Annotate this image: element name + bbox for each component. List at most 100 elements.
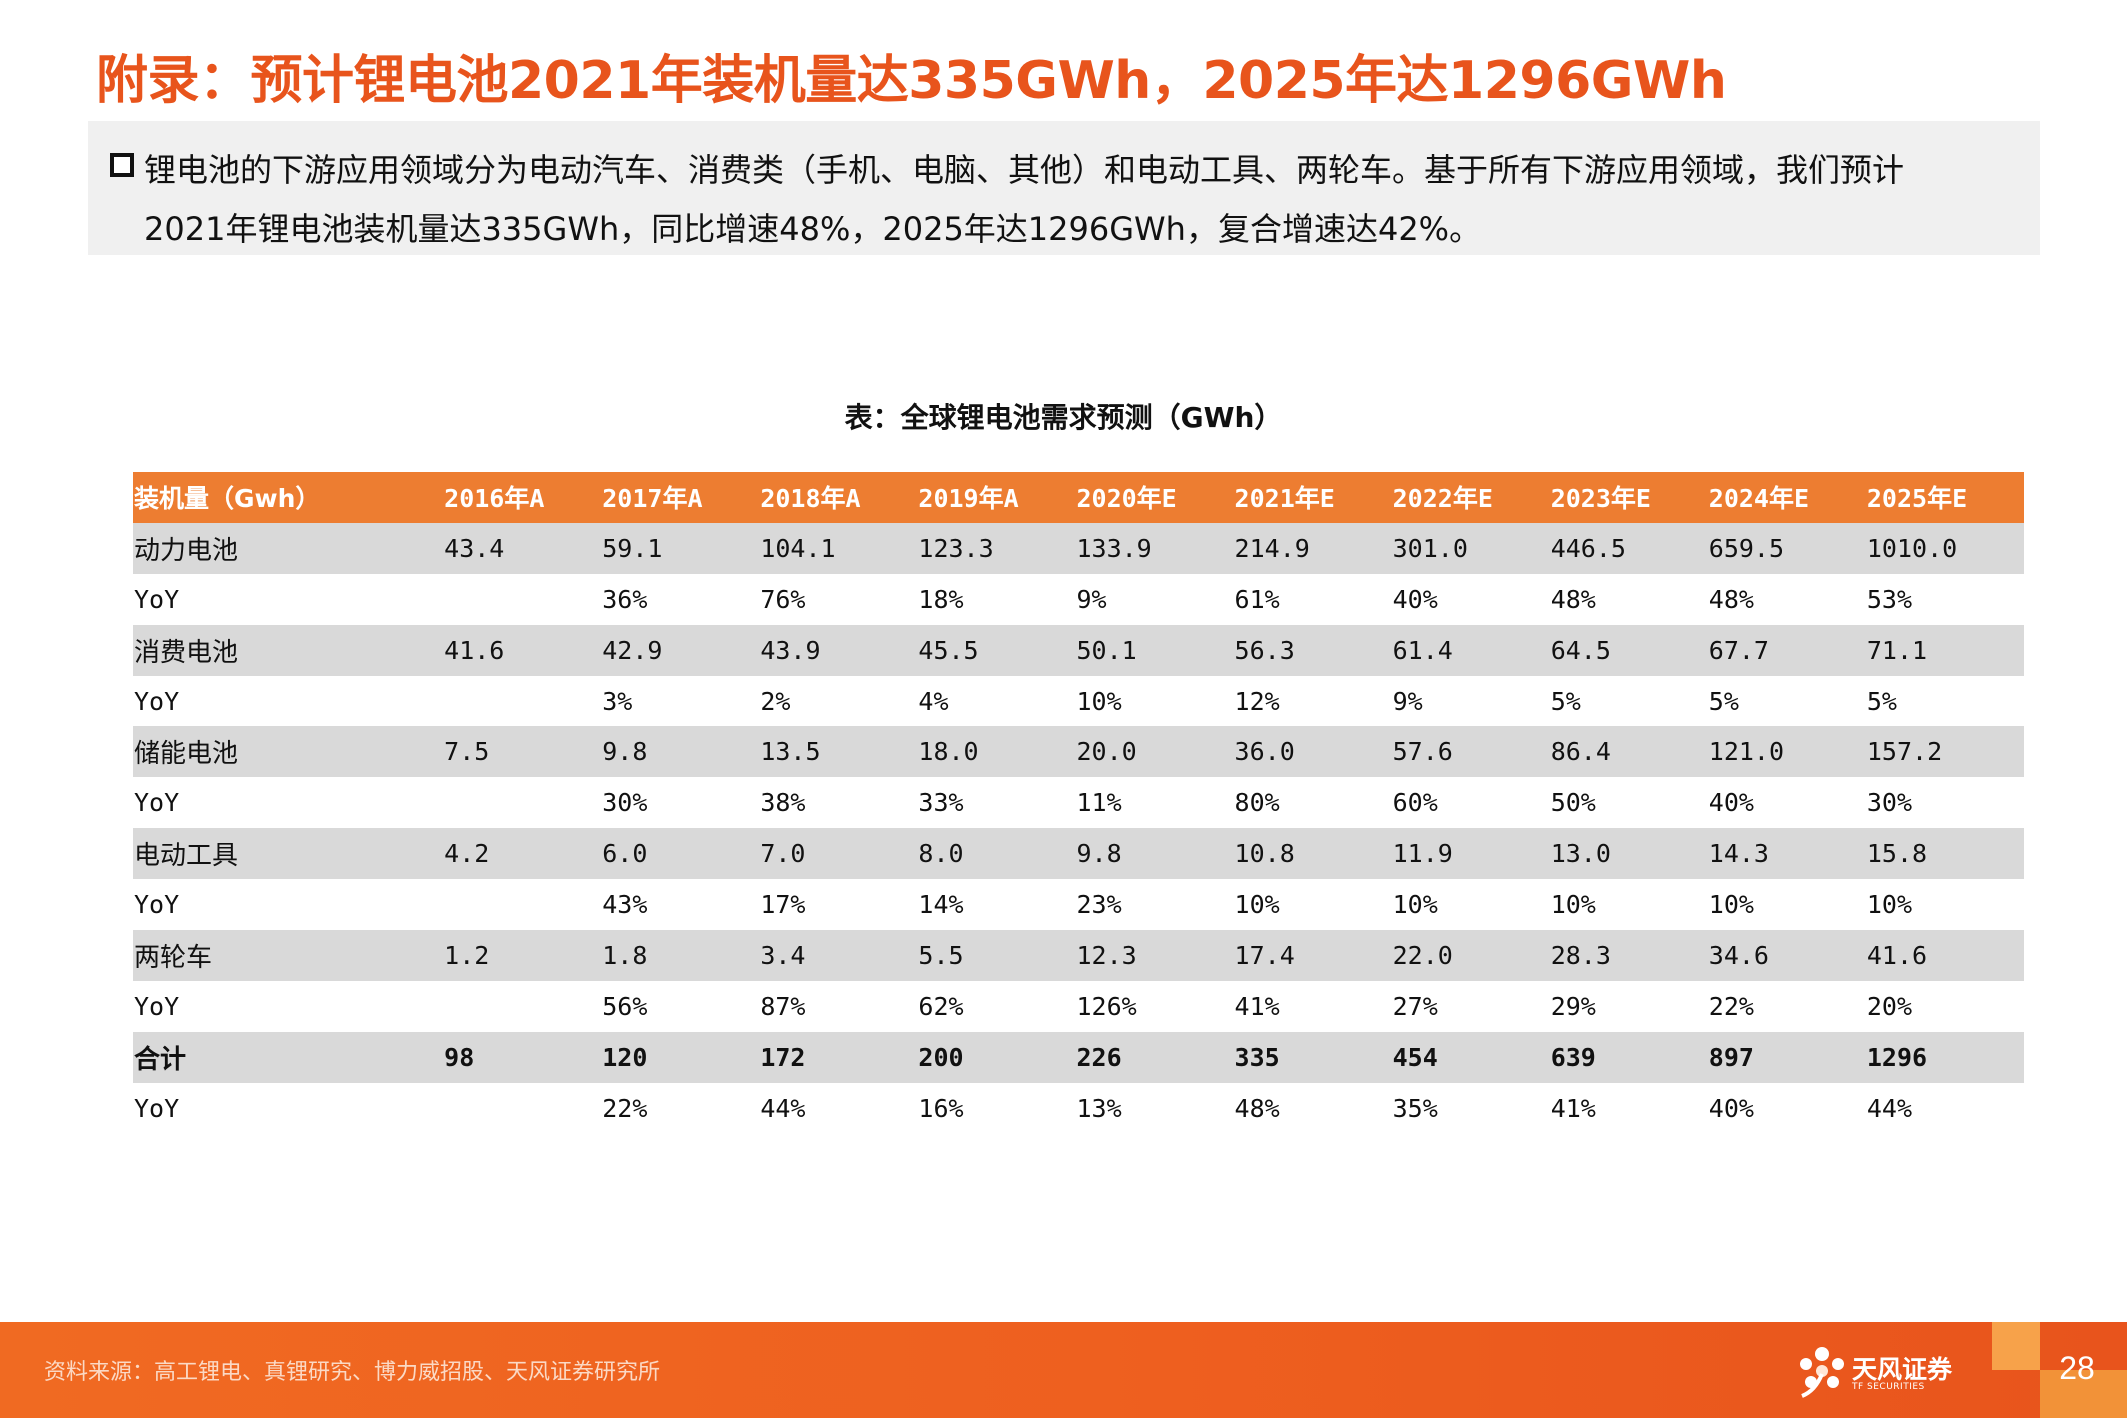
table-cell: 67.7 [1708,635,1769,665]
table-cell: 12% [1234,686,1280,716]
table-row: YoY 36% 76% 18% 9% 61% 40% 48% 48% 53% [133,573,2024,625]
table-cell: 28.3 [1550,940,1611,970]
table-cell: 7.5 [444,737,490,767]
table-cell: 43% [602,890,648,920]
table-cell: 1296 [1866,1042,1928,1072]
row-label: 动力电池 [134,535,239,566]
table-cell: 71.1 [1866,635,1928,665]
table-cell [443,1083,601,1134]
table-cell: 45.5 [918,635,979,665]
table-cell: 40% [1708,1093,1754,1123]
summary-box: 锂电池的下游应用领域分为电动汽车、消费类（手机、电脑、其他）和电动工具、两轮车。… [88,121,2040,255]
footer-accent-block [2040,1370,2127,1418]
table-cell: 15.8 [1866,839,1928,869]
table-cell: 17% [760,890,806,920]
table-header-year: 2019年A [918,484,1019,514]
table-cell: 59.1 [602,533,663,563]
row-label: YoY [134,1093,180,1123]
table-header-year: 2021年E [1234,484,1335,514]
table-row: 动力电池 43.4 59.1 104.1 123.3 133.9 214.9 301.0 446… [133,522,2024,574]
table-cell: 61% [1234,584,1280,614]
table-cell: 14.3 [1708,839,1769,869]
table-cell: 133.9 [1076,533,1152,563]
table-cell: 23% [1076,890,1122,920]
table-cell: 13% [1076,1093,1122,1123]
table-cell: 10% [1076,686,1122,716]
table-cell [443,574,601,625]
table-cell: 56% [602,991,648,1021]
table-header-year: 2018年A [760,484,861,514]
square-bullet-icon [110,153,134,177]
table-header-label: 装机量（Gwh） [134,484,321,514]
table-cell: 639 [1550,1042,1596,1072]
table-cell: 9.8 [1076,839,1122,869]
table-cell: 4% [918,686,949,716]
table-cell: 40% [1392,584,1438,614]
table-cell: 20.0 [1076,737,1137,767]
table-cell: 98 [444,1042,475,1072]
logo-subtext: TF SECURITIES [1852,1382,1925,1392]
table-cell: 41% [1550,1093,1596,1123]
table-cell: 1.2 [444,940,490,970]
table-row: 储能电池 7.5 9.8 13.5 18.0 20.0 36.0 57.6 86.4 121.0 1… [133,726,2024,778]
row-label: 消费电池 [134,637,239,668]
table-cell: 5.5 [918,940,964,970]
table-cell: 200 [918,1042,964,1072]
table-cell: 7.0 [760,839,806,869]
table-cell: 4.2 [444,839,490,869]
table-cell: 30% [602,788,648,818]
table-cell: 48% [1708,584,1754,614]
summary-line-1: 锂电池的下游应用领域分为电动汽车、消费类（手机、电脑、其他）和电动工具、两轮车。… [144,151,1905,189]
table-cell: 5% [1550,686,1581,716]
table-cell: 12.3 [1076,940,1137,970]
table-cell: 44% [760,1093,806,1123]
table-row: YoY 3% 2% 4% 10% 12% 9% 5% 5% 5% [133,675,2024,727]
table-cell: 10% [1392,890,1438,920]
table-cell: 104.1 [760,533,836,563]
table-cell: 35% [1392,1093,1438,1123]
table-cell: 121.0 [1708,737,1785,767]
row-label: 电动工具 [134,841,239,872]
table-cell: 9% [1392,686,1423,716]
footer-accent-block [1992,1322,2040,1370]
table-cell: 42.9 [602,635,663,665]
table-cell: 48% [1234,1093,1280,1123]
table-row: YoY 43% 17% 14% 23% 10% 10% 10% 10% 10% [133,879,2024,931]
table-cell: 44% [1866,1093,1913,1123]
table-cell: 10.8 [1234,839,1295,869]
table-cell: 27% [1392,991,1438,1021]
table-cell: 3% [602,686,633,716]
table-cell: 659.5 [1708,533,1785,563]
table-caption: 表：全球锂电池需求预测（GWh） [844,401,1283,434]
table-row: YoY 30% 38% 33% 11% 80% 60% 50% 40% 30% [133,777,2024,829]
table-cell: 36% [602,584,648,614]
table-cell: 6.0 [602,839,648,869]
table-cell: 126% [1076,991,1137,1021]
table-cell: 13.0 [1550,839,1611,869]
table-cell: 10% [1866,890,1913,920]
footer-logo: 天风证券 TF SECURITIES [1794,1344,1964,1400]
table-cell: 226 [1076,1042,1122,1072]
table-cell: 11% [1076,788,1122,818]
table-cell: 10% [1708,890,1754,920]
table-cell: 50.1 [1076,635,1137,665]
table-cell: 53% [1866,584,1913,614]
table-cell: 41.6 [1866,940,1928,970]
table-cell: 62% [918,991,964,1021]
table-cell [443,981,601,1032]
table-cell: 60% [1392,788,1438,818]
table-cell: 446.5 [1550,533,1626,563]
table-cell: 41.6 [444,635,505,665]
table-row: YoY 22% 44% 16% 13% 48% 35% 41% 40% 44% [133,1082,2024,1134]
table-cell: 61.4 [1392,635,1453,665]
table-row: 两轮车 1.2 1.8 3.4 5.5 12.3 17.4 22.0 28.3 34.6 41.6 [133,930,2024,981]
table-cell: 9% [1076,584,1107,614]
table-cell: 5% [1708,686,1739,716]
table-cell: 1010.0 [1866,533,1958,563]
row-label: 储能电池 [134,739,239,770]
table-cell: 10% [1234,890,1280,920]
row-label: 两轮车 [134,942,213,973]
row-label: YoY [134,890,180,920]
table-cell: 29% [1550,991,1596,1021]
table-cell: 9.8 [602,737,648,767]
